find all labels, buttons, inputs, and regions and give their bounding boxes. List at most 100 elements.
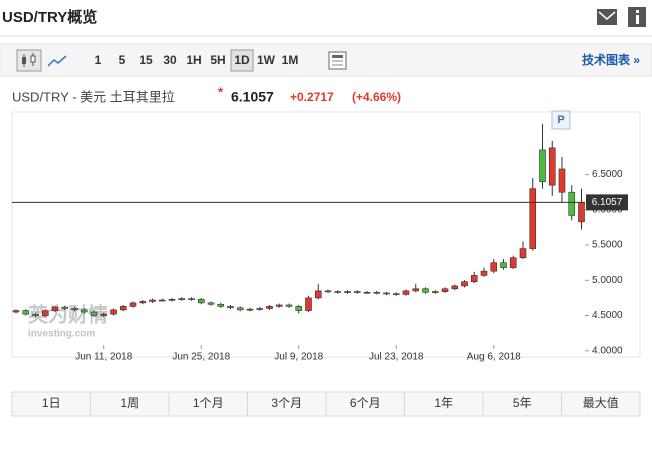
info-icon-bar[interactable] [636, 15, 639, 24]
settings-button[interactable] [328, 51, 347, 70]
info-icon[interactable] [628, 7, 646, 27]
range-tab-label[interactable]: 5年 [513, 396, 532, 410]
candle-body [61, 306, 69, 309]
interval-button[interactable]: 30 [163, 53, 177, 67]
candle-body [256, 308, 264, 310]
mail-icon-bg[interactable] [597, 9, 617, 25]
interval-button[interactable]: 1M [282, 53, 299, 67]
x-tick-label: Aug 6, 2018 [467, 352, 521, 363]
candle-body [246, 308, 254, 311]
range-tab[interactable] [168, 391, 248, 417]
interval-button[interactable]: 1D [234, 53, 250, 67]
interval-button[interactable]: 5H [210, 53, 225, 67]
quote-line: USD/TRY - 美元 土耳其里拉 * 6.1057 +0.2717 (+4.66%) [12, 84, 401, 104]
candle-body [548, 147, 556, 186]
quote-change-pct: (+4.66%) [352, 90, 401, 104]
candle-body [568, 191, 576, 216]
candle-body [129, 302, 137, 307]
candle-body [305, 297, 312, 311]
quote-change: +0.2717 [290, 90, 334, 104]
y-tick-label: 4.5000 [592, 310, 623, 321]
watermark-site: Investing.com [28, 329, 95, 340]
range-tab[interactable] [561, 391, 641, 417]
candle-body [285, 304, 293, 307]
y-tick-label: 6.5000 [592, 169, 623, 180]
candle-body [509, 257, 517, 268]
candle-body [363, 291, 371, 294]
candle-body [139, 301, 147, 304]
range-tab[interactable] [247, 391, 327, 417]
candle-body [470, 275, 478, 283]
candle-body [441, 288, 449, 292]
candle-body [314, 290, 322, 299]
candle-body [539, 149, 546, 182]
interval-button[interactable]: 1W [257, 53, 276, 67]
candle-icon-body[interactable] [22, 57, 26, 64]
interval-selected-bg[interactable] [230, 49, 254, 72]
last-price-box [586, 194, 628, 211]
candle-body [480, 270, 488, 276]
candle-body [168, 299, 176, 301]
interval-button[interactable]: 1 [95, 53, 102, 67]
quote-name: USD/TRY - 美元 土耳其里拉 [12, 89, 175, 104]
candle-body [227, 306, 234, 309]
range-tab-label[interactable]: 最大值 [583, 395, 619, 410]
event-marker[interactable]: P [557, 114, 564, 126]
candle-body [236, 307, 244, 311]
candle-body [578, 202, 585, 223]
candle-body [490, 262, 498, 272]
line-view-button[interactable] [47, 55, 67, 67]
y-tick-label: 4.0000 [592, 345, 623, 356]
candle-body [295, 306, 303, 311]
candle-body [41, 310, 49, 316]
candle-body [353, 291, 361, 293]
range-tab-label[interactable]: 6个月 [350, 396, 381, 410]
quote-star: * [218, 84, 224, 99]
interval-button[interactable]: 5 [119, 53, 126, 67]
candle-body [373, 291, 381, 294]
range-tab[interactable] [482, 391, 562, 417]
event-marker-bg[interactable] [551, 110, 571, 130]
range-tab[interactable] [11, 391, 91, 417]
candle-view-bg[interactable] [16, 49, 42, 72]
last-price-label: 6.1057 [592, 197, 623, 208]
candle-body [90, 311, 98, 316]
interval-button[interactable]: 1H [186, 53, 201, 67]
mail-icon-flap[interactable] [598, 11, 616, 20]
candle-body [217, 303, 225, 307]
interval-button[interactable]: 15 [139, 53, 153, 67]
candle-body [344, 291, 351, 293]
candle-body [519, 248, 527, 259]
candle-body [402, 290, 410, 295]
candle-body [188, 298, 195, 300]
candle-view-button[interactable] [16, 49, 42, 72]
mail-icon[interactable] [597, 9, 617, 25]
candle-body [334, 291, 342, 293]
range-tab-label[interactable]: 1周 [120, 396, 139, 410]
candle-body [119, 306, 127, 311]
candle-body [178, 298, 186, 300]
candle-body [197, 299, 205, 304]
candle-body [461, 281, 468, 287]
page-title: USD/TRY概览 [2, 8, 97, 26]
range-tab-label[interactable]: 1个月 [193, 396, 224, 410]
candle-body [51, 306, 59, 311]
candle-body [22, 310, 30, 315]
x-tick-label: Jul 23, 2018 [369, 352, 424, 363]
settings-icon-bar[interactable] [332, 55, 343, 58]
candle-body [32, 313, 39, 316]
candle-body [158, 299, 166, 302]
candle-body [324, 290, 332, 293]
technical-chart-link[interactable]: 技术图表 » [582, 52, 640, 67]
candle-body [266, 306, 273, 309]
range-tab-label[interactable]: 3个月 [271, 396, 302, 410]
candle-body [451, 285, 459, 290]
candle-icon-body[interactable] [30, 55, 36, 63]
y-tick-label: 5.5000 [592, 240, 623, 251]
candle-body [12, 310, 20, 313]
range-tab-label[interactable]: 1年 [434, 396, 453, 410]
info-icon-dot[interactable] [636, 10, 639, 13]
range-tab-label[interactable]: 1日 [42, 396, 61, 410]
